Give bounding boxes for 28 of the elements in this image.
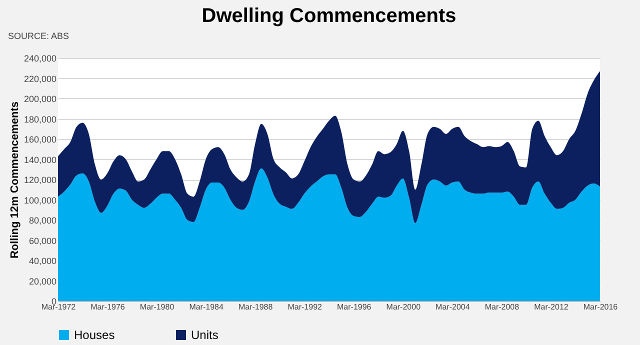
x-tick-label: Mar-1996 [337, 302, 372, 312]
y-tick-label: 240,000 [24, 54, 56, 64]
y-axis-title: Rolling 12m Commencements [8, 101, 21, 259]
x-tick-label: Mar-2008 [484, 302, 520, 312]
x-tick-label: Mar-1980 [140, 302, 175, 312]
x-tick-label: Mar-2004 [436, 302, 470, 312]
x-tick-label: Mar-1976 [90, 302, 126, 312]
y-tick-label: 80,000 [28, 216, 56, 226]
x-tick-label: Mar-1988 [238, 302, 274, 312]
y-tick-label: 20,000 [28, 276, 56, 286]
y-tick-label: 200,000 [24, 94, 56, 104]
x-tick-label: Mar-2012 [534, 302, 569, 312]
x-tick-label: Mar-2016 [583, 302, 618, 312]
y-tick-label: 140,000 [24, 154, 56, 165]
y-tick-label: 220,000 [24, 74, 56, 84]
legend-label: Units [191, 328, 218, 342]
legend-label: Houses [74, 328, 115, 342]
x-tick-label: Mar-2000 [386, 302, 422, 312]
source-note: SOURCE: ABS [8, 31, 70, 41]
x-tick-label: Mar-1992 [288, 302, 323, 312]
y-tick-label: 60,000 [28, 236, 56, 246]
y-tick-label: 120,000 [24, 175, 56, 185]
y-tick-label: 180,000 [24, 114, 56, 124]
y-tick-label: 100,000 [24, 195, 56, 206]
y-tick-label: 40,000 [28, 256, 56, 266]
x-tick-label: Mar-1984 [189, 302, 224, 312]
chart-title: Dwelling Commencements [202, 5, 456, 27]
y-tick-label: 160,000 [24, 134, 56, 144]
